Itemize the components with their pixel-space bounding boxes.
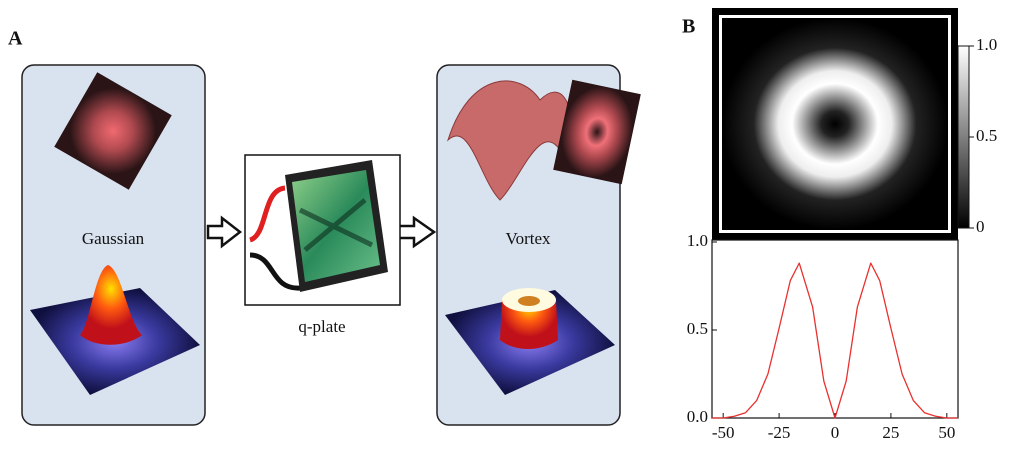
panel-label: B	[682, 16, 695, 38]
colorbar	[958, 46, 969, 228]
intensity-image	[722, 18, 948, 230]
panel-label: A	[8, 28, 23, 50]
x-tick-label: -25	[768, 423, 791, 442]
x-tick-label: -50	[712, 423, 735, 442]
y-tick-label: 1.0	[687, 231, 708, 250]
intensity-profile	[712, 263, 958, 418]
arrow	[208, 218, 240, 246]
plot-frame	[712, 240, 958, 418]
input-label: Gaussian	[82, 229, 145, 248]
vortex-hole	[518, 296, 540, 306]
figure: A Gaussian q-plate Vortex B 1.0 0.5 0 0.0 0.…	[0, 0, 1017, 449]
arrow	[398, 218, 434, 246]
y-tick-label: 0.0	[687, 407, 708, 426]
colorbar-tick-label: 0	[976, 217, 985, 236]
y-tick-label: 0.5	[687, 319, 708, 338]
x-tick-label: 25	[882, 423, 899, 442]
output-label: Vortex	[505, 229, 551, 248]
colorbar-tick-label: 1.0	[976, 35, 997, 54]
page: {"panel_a": {"label": "A", "input_label"…	[0, 0, 1017, 449]
colorbar-tick-label: 0.5	[976, 126, 997, 145]
x-tick-label: 50	[938, 423, 955, 442]
x-tick-label: 0	[831, 423, 840, 442]
device-label: q-plate	[298, 317, 345, 336]
